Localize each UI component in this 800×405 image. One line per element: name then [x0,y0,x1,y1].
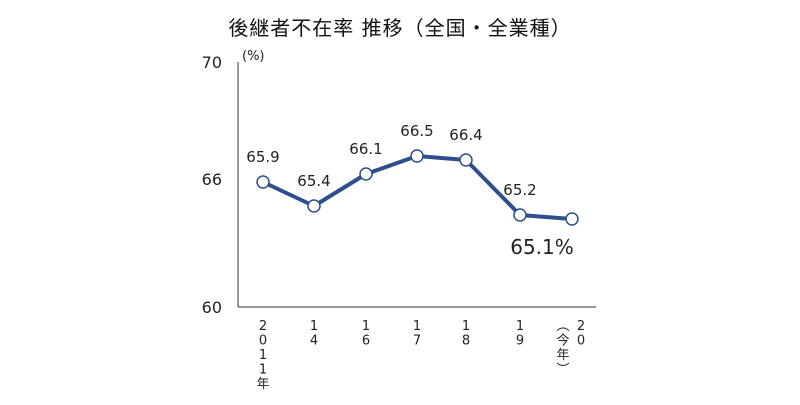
x-tick-char: 0 [577,334,585,349]
data-label: 66.4 [449,126,482,144]
x-tick-label: 19 [516,319,524,349]
x-tick-char: 年 [256,377,269,392]
y-tick-label: 70 [202,53,222,72]
x-tick-char: 1 [462,319,470,334]
x-tick-char: ︵ [556,319,569,334]
data-point [359,167,373,181]
x-tick-char: 1 [362,319,370,334]
data-point [410,149,424,163]
data-point [307,199,321,213]
x-tick-label: ︵今年︶ 20 [556,319,585,378]
data-label: 65.1% [510,235,574,259]
x-tick-char: 1 [259,363,267,378]
x-tick-char: 1 [259,348,267,363]
x-tick-char: 7 [413,334,421,349]
x-tick-char: 2 [577,319,585,334]
x-tick-char: 2 [259,319,267,334]
x-tick-label: 18 [462,319,470,349]
x-tick-label: 16 [362,319,370,349]
x-tick-char: ︶ [556,363,569,378]
y-unit-label: (%) [242,49,265,64]
data-point [513,208,527,222]
x-tick-label: 17 [413,319,421,349]
x-tick-char: 今 [556,333,569,349]
x-tick-char: 1 [310,319,318,334]
x-tick-char: 0 [259,334,267,349]
x-tick-char: 年 [556,348,569,363]
data-point [565,212,579,226]
data-label: 65.9 [246,148,279,166]
x-tick-char: 1 [413,319,421,334]
x-tick-char: 6 [362,334,370,349]
x-tick-char: 4 [310,334,318,349]
y-tick-label: 66 [202,170,222,189]
x-tick-label: 14 [310,319,318,349]
data-label: 66.1 [349,140,382,158]
chart-title: 後継者不在率 推移（全国・全業種） [228,16,572,40]
data-label: 66.5 [400,122,433,140]
x-tick-char: 1 [516,319,524,334]
x-tick-char: 8 [462,334,470,349]
x-tick-char: 9 [516,334,524,349]
data-point [256,175,270,189]
data-label: 65.4 [297,172,330,190]
data-label: 65.2 [503,181,536,199]
y-tick-label: 60 [202,298,222,317]
data-point [459,153,473,167]
